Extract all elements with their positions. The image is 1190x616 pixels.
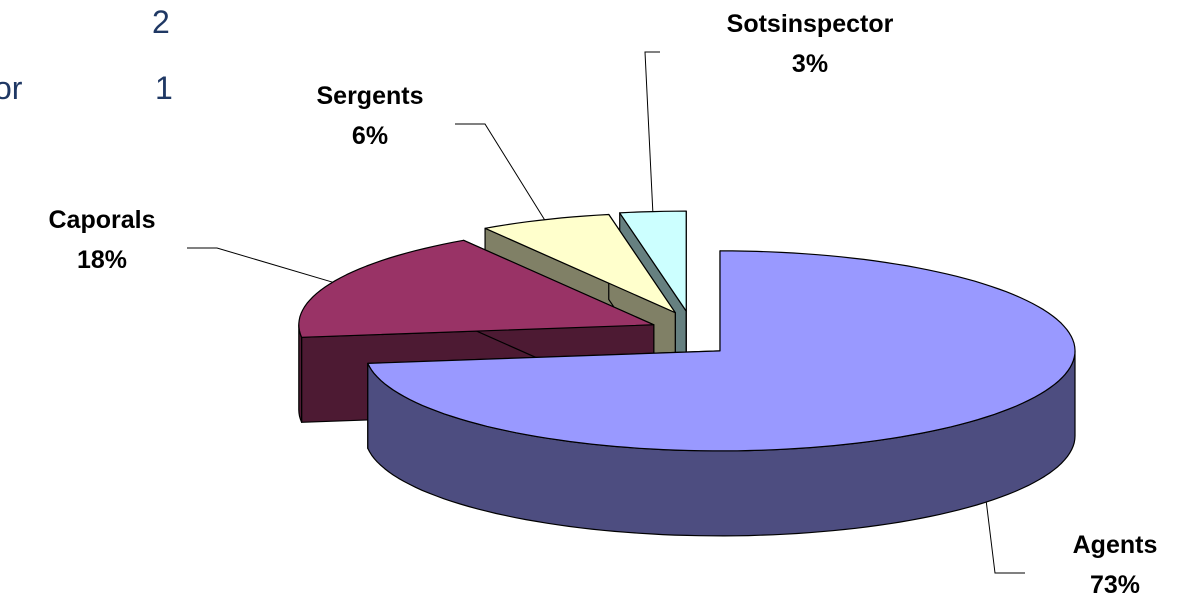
slice-top: [298, 239, 655, 338]
slice-value-label: 6%: [352, 122, 388, 150]
leader-line: [985, 501, 1025, 574]
leader-line: [187, 247, 333, 283]
slice-value-label: 73%: [1090, 571, 1140, 599]
slice-top: [367, 250, 1076, 452]
backdrop-cell: or: [0, 70, 23, 106]
backdrop-cell: 2: [152, 4, 170, 40]
slice-top: [484, 213, 676, 314]
slice-label: Agents: [1073, 531, 1158, 559]
slice-side: [298, 324, 303, 423]
backdrop-cell: 1: [155, 70, 173, 106]
slice-label: Sotsinspector: [727, 10, 894, 38]
slice-label: Sergents: [317, 82, 424, 110]
pie-slice: [367, 250, 1076, 537]
slice-value-label: 3%: [792, 50, 828, 78]
leader-line: [644, 51, 660, 212]
slice-value-label: 18%: [77, 246, 127, 274]
slice-top: [619, 210, 687, 312]
leader-line: [455, 123, 546, 220]
slice-label: Caporals: [49, 206, 156, 234]
